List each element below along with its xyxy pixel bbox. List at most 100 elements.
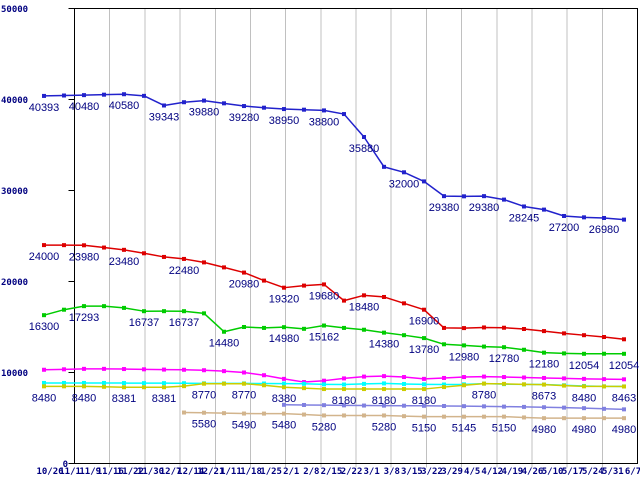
x-axis-label: 12/14 xyxy=(177,467,205,477)
x-axis-label: 3/8 xyxy=(384,467,400,477)
series-red-marker xyxy=(362,293,366,298)
series-magenta-marker xyxy=(202,368,206,373)
x-axis-label: 5/10 xyxy=(542,467,564,477)
series-yellow-value-label: 8381 xyxy=(152,393,176,405)
series-magenta-marker xyxy=(122,367,126,372)
series-tan-value-label: 4980 xyxy=(532,424,556,436)
series-yellow-marker xyxy=(362,387,366,392)
series-magenta-line xyxy=(43,368,625,383)
x-axis-label: 3/29 xyxy=(441,467,463,477)
series-red-value-label: 23980 xyxy=(69,251,100,263)
series-blue-marker xyxy=(202,98,206,103)
series-red-value-label: 19320 xyxy=(269,294,300,306)
series-tan-marker xyxy=(362,413,366,418)
series-blue-marker xyxy=(182,100,186,105)
series-green-marker xyxy=(422,336,426,341)
series-blue-marker xyxy=(482,194,486,199)
series-magenta-marker xyxy=(242,370,246,375)
series-yellow-marker xyxy=(122,385,126,390)
y-axis-label: 40000 xyxy=(1,96,28,106)
series-yellow-value-label: 8770 xyxy=(232,390,256,402)
series-magenta-marker xyxy=(382,374,386,379)
series-cyan-marker xyxy=(42,380,46,385)
series-yellow-marker xyxy=(42,384,46,389)
series-yellow-marker xyxy=(562,383,566,388)
series-cyan-marker xyxy=(362,381,366,386)
series-green-value-label: 14380 xyxy=(369,339,400,351)
series-green-value-label: 17293 xyxy=(69,312,100,324)
series-magenta-marker xyxy=(62,367,66,372)
x-axis-label: 4/12 xyxy=(481,467,503,477)
series-green-value-label: 12180 xyxy=(529,359,560,371)
series-tan-marker xyxy=(582,416,586,421)
series-magenta-marker xyxy=(602,377,606,382)
series-magenta-marker xyxy=(322,378,326,383)
series-red-marker xyxy=(202,260,206,265)
x-axis-label: 1/18 xyxy=(240,467,262,477)
series-green-value-label: 12054 xyxy=(609,360,640,372)
series-tan-value-label: 5490 xyxy=(232,420,256,432)
series-tan-value-label: 5145 xyxy=(452,423,476,435)
series-yellow-marker xyxy=(242,381,246,386)
y-axis-label: 50000 xyxy=(1,5,28,15)
series-green-marker xyxy=(402,333,406,338)
series-blue-value-label: 38800 xyxy=(309,116,340,128)
series-yellow-marker xyxy=(342,387,346,392)
series-tan-marker xyxy=(602,416,606,421)
series-red-marker xyxy=(462,326,466,331)
series-yellow-marker xyxy=(202,381,206,386)
series-red-marker xyxy=(522,327,526,332)
x-axis-label: 11/22 xyxy=(117,467,144,477)
series-tan-marker xyxy=(282,411,286,416)
series-green-marker xyxy=(362,327,366,332)
x-axis-label: 5/31 xyxy=(602,467,624,477)
series-magenta-marker xyxy=(102,366,106,371)
x-axis-label: 6/7 xyxy=(625,467,640,477)
series-yellow-marker xyxy=(542,382,546,387)
series-red-marker xyxy=(262,278,266,283)
series-yellow-marker xyxy=(282,385,286,390)
series-periwinkle-marker xyxy=(442,403,446,408)
series-green-marker xyxy=(582,351,586,356)
series-blue-marker xyxy=(562,213,566,218)
series-yellow-marker xyxy=(482,381,486,386)
series-green-marker xyxy=(202,311,206,316)
series-cyan-marker xyxy=(302,381,306,386)
series-tan-marker xyxy=(322,413,326,418)
series-magenta-marker xyxy=(562,376,566,381)
series-yellow-marker xyxy=(162,385,166,390)
series-cyan-marker xyxy=(102,380,106,385)
y-axis-label: 20000 xyxy=(1,278,28,288)
series-yellow-marker xyxy=(62,384,66,389)
series-green-marker xyxy=(602,351,606,356)
series-blue-marker xyxy=(162,103,166,108)
series-red-marker xyxy=(62,243,66,248)
series-yellow-value-label: 8480 xyxy=(572,392,596,404)
series-magenta-marker xyxy=(162,367,166,372)
series-magenta-marker xyxy=(502,375,506,380)
series-magenta-marker xyxy=(142,367,146,372)
series-periwinkle-marker xyxy=(622,407,626,412)
series-periwinkle-marker xyxy=(542,405,546,410)
series-red-marker xyxy=(322,282,326,287)
plot-border xyxy=(74,8,638,464)
series-blue-marker xyxy=(522,204,526,209)
x-axis-label: 11/30 xyxy=(137,467,164,477)
series-tan-marker xyxy=(182,410,186,415)
series-green-marker xyxy=(482,344,486,349)
series-blue-marker xyxy=(282,107,286,112)
series-blue-value-label: 29380 xyxy=(469,202,500,214)
series-green-marker xyxy=(442,342,446,347)
series-periwinkle-marker xyxy=(342,403,346,408)
series-red-value-label: 18480 xyxy=(349,301,380,313)
series-blue-value-label: 40480 xyxy=(69,101,100,113)
series-blue-marker xyxy=(322,108,326,113)
series-green-value-label: 14480 xyxy=(209,338,240,350)
series-blue-marker xyxy=(442,194,446,199)
series-red-marker xyxy=(422,307,426,312)
series-red-marker xyxy=(282,285,286,290)
series-tan-marker xyxy=(562,416,566,421)
series-blue-marker xyxy=(262,105,266,110)
